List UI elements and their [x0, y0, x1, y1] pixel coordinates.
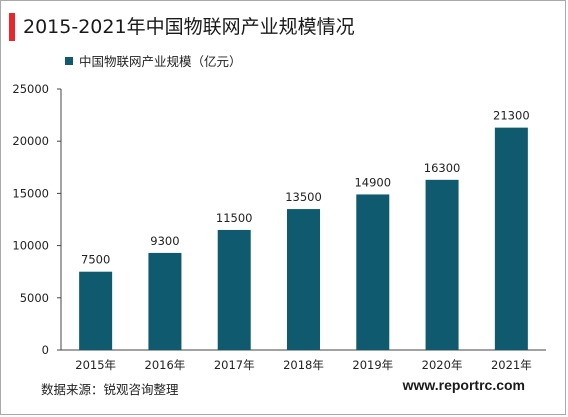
- x-tick-label: 2020年: [422, 358, 463, 372]
- bar: [217, 229, 251, 350]
- bar: [79, 271, 113, 350]
- x-tick-label: 2016年: [145, 358, 186, 372]
- title-accent-bar: [9, 13, 15, 41]
- data-label: 14900: [354, 175, 391, 189]
- x-tick-label: 2019年: [352, 358, 393, 372]
- data-label: 11500: [216, 211, 253, 225]
- y-tick-label: 0: [42, 343, 49, 357]
- data-label: 13500: [285, 190, 322, 204]
- data-label: 7500: [81, 253, 110, 267]
- data-label: 9300: [150, 234, 179, 248]
- website-url[interactable]: www.reportrc.com: [402, 377, 525, 393]
- x-tick-label: 2021年: [491, 358, 532, 372]
- chart-title: 2015-2021年中国物联网产业规模情况: [23, 16, 355, 38]
- y-tick-label: 10000: [12, 239, 49, 253]
- legend-swatch: [65, 56, 73, 65]
- bar: [494, 127, 528, 351]
- x-tick-label: 2017年: [214, 358, 255, 372]
- y-tick-label: 20000: [12, 134, 49, 148]
- source-note: 数据来源：锐观咨询整理: [41, 382, 179, 397]
- y-tick-label: 25000: [12, 82, 49, 96]
- legend: 中国物联网产业规模（亿元）: [65, 51, 242, 70]
- y-tick-label: 5000: [20, 291, 49, 305]
- bar: [148, 252, 182, 350]
- legend-label: 中国物联网产业规模（亿元）: [79, 54, 242, 69]
- bar: [356, 194, 390, 350]
- bar: [425, 179, 459, 350]
- y-tick-label: 15000: [12, 186, 49, 200]
- x-tick-label: 2015年: [75, 358, 116, 372]
- data-label: 16300: [424, 161, 461, 175]
- x-tick-label: 2018年: [283, 358, 324, 372]
- data-label: 21300: [493, 109, 530, 123]
- plot-area: 0 5000 10000 15000 20000 25000 7500 2015年 9300 20…: [12, 82, 546, 372]
- bar: [287, 209, 320, 350]
